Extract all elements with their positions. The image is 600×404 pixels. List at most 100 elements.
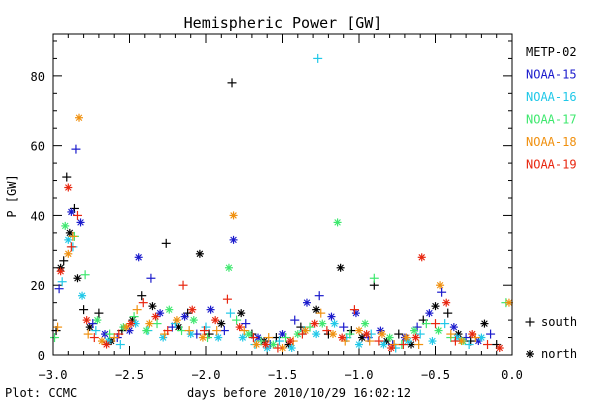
data-point	[351, 309, 360, 318]
data-point	[212, 326, 222, 336]
data-points	[50, 53, 513, 353]
hemisphere-key: south north	[525, 315, 577, 361]
data-point	[252, 340, 261, 349]
data-point	[78, 291, 87, 300]
chart-title: Hemispheric Power [GW]	[184, 14, 383, 32]
hemisphere-key-label: south	[541, 315, 577, 329]
data-point	[248, 333, 258, 343]
data-point	[446, 329, 456, 339]
data-point	[238, 333, 247, 342]
data-point	[394, 329, 404, 339]
data-point	[286, 337, 295, 346]
data-point	[137, 291, 147, 301]
data-point	[101, 330, 110, 339]
data-point	[305, 322, 315, 332]
data-point	[287, 344, 296, 353]
data-point	[145, 319, 154, 328]
data-point	[180, 312, 189, 321]
data-point	[146, 273, 156, 283]
y-tick-label: 80	[31, 70, 45, 84]
legend-item: NOAA-16	[526, 90, 577, 104]
data-point	[178, 280, 188, 290]
y-tick-label: 60	[31, 140, 45, 154]
data-point	[227, 78, 237, 88]
data-point	[172, 316, 181, 325]
data-point	[91, 326, 101, 336]
data-point	[89, 333, 99, 343]
data-point	[431, 302, 440, 311]
x-tick-label: −1.5	[268, 368, 297, 382]
data-point	[349, 305, 359, 315]
data-point	[414, 340, 424, 350]
data-point	[206, 305, 215, 314]
data-point	[410, 326, 419, 335]
data-point	[184, 326, 194, 336]
data-point	[64, 235, 73, 244]
data-point	[132, 305, 142, 315]
data-point	[261, 340, 270, 349]
data-point	[57, 277, 67, 287]
data-point	[411, 333, 420, 342]
data-point	[88, 319, 98, 329]
x-tick-label: −0.5	[421, 368, 450, 382]
data-point	[464, 340, 474, 350]
data-point	[437, 287, 447, 297]
data-point	[290, 315, 300, 325]
data-point	[477, 333, 486, 342]
data-point	[269, 340, 278, 349]
data-point	[330, 319, 339, 328]
data-point	[374, 336, 384, 346]
y-tick-label: 0	[38, 349, 45, 363]
data-point	[64, 249, 73, 258]
data-point	[355, 340, 363, 349]
data-point	[361, 319, 370, 328]
data-point	[483, 340, 493, 350]
data-point	[480, 319, 489, 328]
data-point	[97, 337, 106, 346]
data-point	[385, 333, 394, 342]
x-tick-label: −1.0	[345, 368, 374, 382]
data-point	[387, 344, 396, 353]
data-point	[278, 344, 287, 353]
data-point	[83, 329, 93, 339]
data-point	[148, 302, 157, 311]
data-point	[431, 319, 440, 329]
data-point	[94, 308, 104, 318]
data-point	[237, 309, 246, 318]
data-point	[186, 330, 195, 339]
data-point	[229, 211, 238, 220]
data-point	[318, 319, 327, 328]
data-point	[273, 343, 283, 353]
hemisphere-key-symbol	[526, 350, 534, 358]
data-point	[217, 319, 226, 328]
data-point	[222, 294, 232, 304]
data-point	[53, 322, 63, 332]
data-point	[151, 312, 160, 321]
data-point	[61, 221, 70, 230]
data-point	[54, 284, 64, 294]
data-point	[72, 210, 82, 220]
data-point	[156, 309, 165, 318]
data-point	[225, 308, 235, 318]
data-point	[114, 329, 124, 339]
data-point	[66, 242, 76, 252]
x-tick-label: −2.5	[115, 368, 144, 382]
data-point	[442, 298, 451, 307]
data-point	[165, 305, 174, 314]
hemisphere-key-label: north	[541, 347, 577, 361]
data-point	[199, 326, 209, 336]
data-point	[239, 326, 249, 336]
data-point	[369, 273, 379, 283]
data-point	[138, 298, 148, 308]
data-point	[421, 319, 431, 329]
data-point	[129, 312, 139, 322]
data-point	[355, 326, 363, 335]
data-point	[449, 323, 458, 332]
data-point	[495, 344, 504, 353]
plot-credit: Plot: CCMC	[5, 386, 77, 400]
data-point	[163, 326, 173, 336]
data-point	[338, 333, 347, 342]
data-point	[122, 323, 131, 332]
y-tick-label: 20	[31, 279, 45, 293]
data-point	[312, 330, 321, 339]
